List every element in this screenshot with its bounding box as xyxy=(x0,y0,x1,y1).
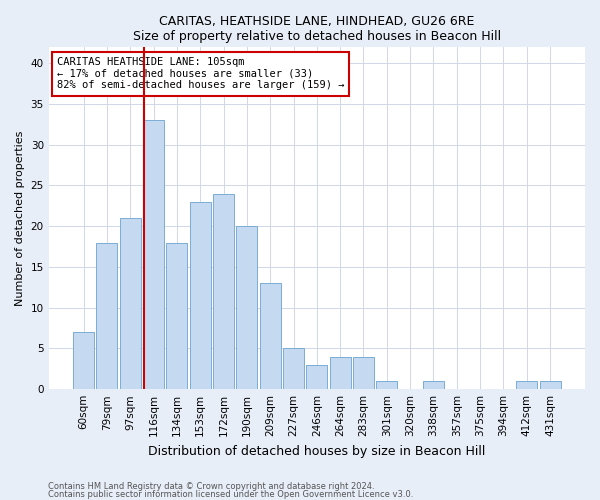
Bar xyxy=(213,194,234,389)
Bar xyxy=(516,381,537,389)
Bar xyxy=(166,242,187,389)
Y-axis label: Number of detached properties: Number of detached properties xyxy=(15,130,25,306)
Bar xyxy=(120,218,140,389)
Bar xyxy=(143,120,164,389)
Bar xyxy=(353,356,374,389)
Bar xyxy=(73,332,94,389)
Text: Contains public sector information licensed under the Open Government Licence v3: Contains public sector information licen… xyxy=(48,490,413,499)
Bar xyxy=(97,242,118,389)
Bar xyxy=(236,226,257,389)
Bar xyxy=(283,348,304,389)
Bar xyxy=(260,284,281,389)
Bar xyxy=(307,364,328,389)
Text: CARITAS HEATHSIDE LANE: 105sqm
← 17% of detached houses are smaller (33)
82% of : CARITAS HEATHSIDE LANE: 105sqm ← 17% of … xyxy=(57,57,344,90)
Bar xyxy=(190,202,211,389)
Bar xyxy=(423,381,444,389)
Bar xyxy=(539,381,560,389)
Bar xyxy=(376,381,397,389)
Bar xyxy=(329,356,350,389)
X-axis label: Distribution of detached houses by size in Beacon Hill: Distribution of detached houses by size … xyxy=(148,444,485,458)
Title: CARITAS, HEATHSIDE LANE, HINDHEAD, GU26 6RE
Size of property relative to detache: CARITAS, HEATHSIDE LANE, HINDHEAD, GU26 … xyxy=(133,15,501,43)
Text: Contains HM Land Registry data © Crown copyright and database right 2024.: Contains HM Land Registry data © Crown c… xyxy=(48,482,374,491)
